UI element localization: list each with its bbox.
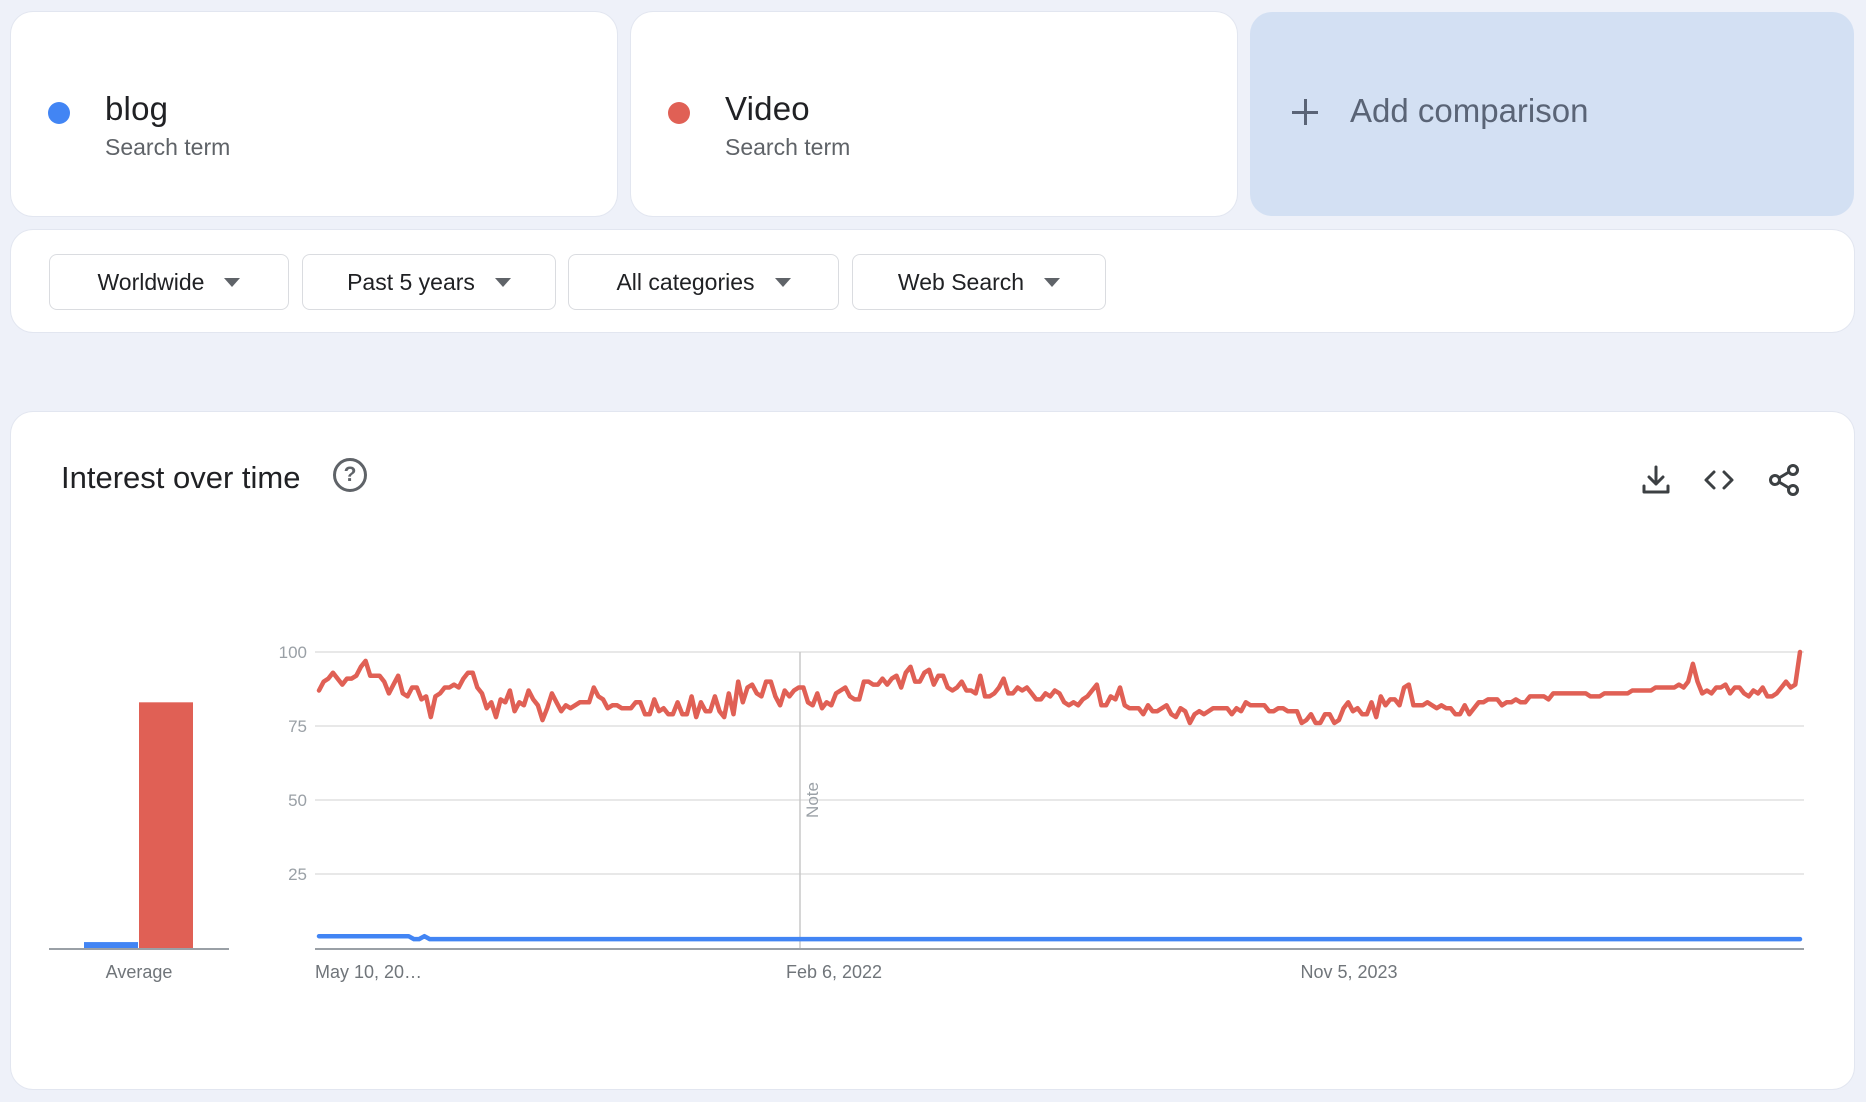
y-tick-label: 25 [288, 865, 307, 884]
help-icon[interactable]: ? [333, 458, 367, 492]
category-dropdown-label: All categories [616, 268, 755, 295]
caret-down-icon [774, 277, 791, 287]
note-label: Note [803, 782, 822, 818]
filters-bar: Worldwide Past 5 years All categories We… [11, 230, 1854, 332]
download-icon[interactable] [1638, 462, 1674, 498]
category-dropdown[interactable]: All categories [568, 254, 839, 310]
search-term-card-blog[interactable]: blog Search term [11, 12, 617, 216]
x-tick-label: May 10, 20… [315, 962, 422, 982]
caret-down-icon [1044, 277, 1061, 287]
chart-title: Interest over time [61, 460, 301, 495]
search-term-sublabel: Search term [105, 134, 231, 160]
series-color-dot-icon [48, 102, 70, 124]
series-line-blog [316, 933, 1803, 942]
share-icon[interactable] [1766, 462, 1802, 498]
add-comparison-button[interactable]: Add comparison [1250, 12, 1854, 216]
interest-over-time-card: Interest over time ? 100 75 50 25 Note May 10… [11, 412, 1854, 1089]
x-tick-label: Feb 6, 2022 [786, 962, 882, 982]
region-dropdown[interactable]: Worldwide [49, 254, 289, 310]
y-tick-label: 50 [288, 791, 307, 810]
search-term-sublabel: Search term [725, 134, 851, 160]
embed-code-icon[interactable] [1701, 462, 1737, 498]
average-label: Average [106, 962, 173, 982]
plus-icon [1292, 99, 1318, 125]
search-term-card-video[interactable]: Video Search term [631, 12, 1237, 216]
x-tick-label: Nov 5, 2023 [1300, 962, 1397, 982]
search-type-dropdown[interactable]: Web Search [852, 254, 1106, 310]
y-tick-label: 100 [279, 643, 307, 662]
y-tick-label: 75 [288, 717, 307, 736]
average-bar-blog [84, 942, 138, 948]
search-term-label[interactable]: blog [105, 90, 169, 127]
series-color-dot-icon [668, 102, 690, 124]
search-term-label[interactable]: Video [725, 90, 810, 127]
series-line-video [316, 649, 1803, 726]
time-range-dropdown[interactable]: Past 5 years [302, 254, 556, 310]
caret-down-icon [224, 277, 241, 287]
region-dropdown-label: Worldwide [97, 268, 205, 295]
caret-down-icon [494, 277, 511, 287]
average-bar-video [139, 702, 193, 948]
interest-over-time-chart: 100 75 50 25 Note May 10, 20… Feb 6, 2022 Nov 5… [49, 643, 1804, 982]
add-comparison-label: Add comparison [1350, 92, 1589, 129]
time-range-dropdown-label: Past 5 years [347, 268, 475, 295]
search-type-dropdown-label: Web Search [897, 268, 1025, 295]
